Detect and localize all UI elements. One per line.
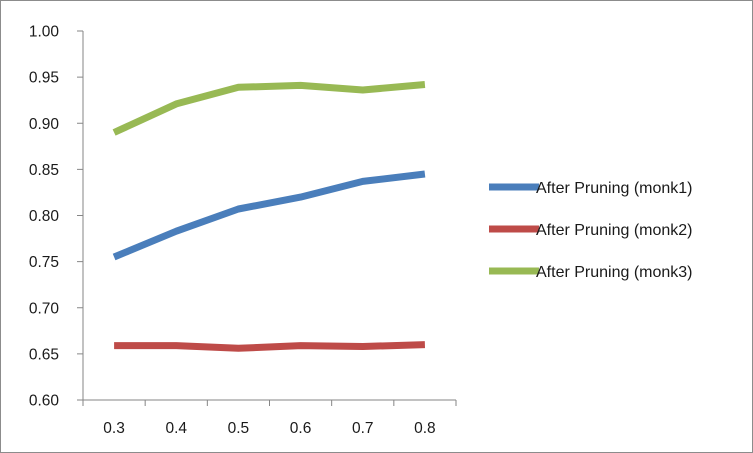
x-tick-label: 0.4 xyxy=(165,420,187,437)
legend-label: After Pruning (monk1) xyxy=(536,180,693,197)
y-tick-label: 0.90 xyxy=(29,116,60,133)
x-tick-label: 0.3 xyxy=(103,420,125,437)
series-line-1 xyxy=(112,170,426,261)
series-line-3 xyxy=(112,81,426,136)
y-tick-label: 0.60 xyxy=(29,393,60,410)
legend-label: After Pruning (monk2) xyxy=(536,222,693,239)
y-tick-label: 0.95 xyxy=(29,70,59,87)
series-line-2 xyxy=(114,341,426,352)
y-tick-label: 1.00 xyxy=(29,24,60,41)
y-tick-label: 0.85 xyxy=(29,162,59,179)
y-tick-label: 0.80 xyxy=(29,208,60,225)
axes: 0.60 0.65 0.70 0.75 0.80 0.85 0.90 0.95 1.00 0.3 0… xyxy=(29,24,457,437)
y-tick-label: 0.75 xyxy=(29,254,59,271)
x-tick-label: 0.6 xyxy=(290,420,312,437)
y-tick-label: 0.70 xyxy=(29,300,60,317)
x-tick-label: 0.5 xyxy=(228,420,250,437)
legend-label: After Pruning (monk3) xyxy=(536,264,693,281)
y-tick-label: 0.65 xyxy=(29,346,59,363)
x-tick-label: 0.8 xyxy=(414,420,436,437)
legend: After Pruning (monk1) After Pruning (monk… xyxy=(489,180,693,281)
x-tick-label: 0.7 xyxy=(352,420,374,437)
series-group xyxy=(112,81,426,352)
